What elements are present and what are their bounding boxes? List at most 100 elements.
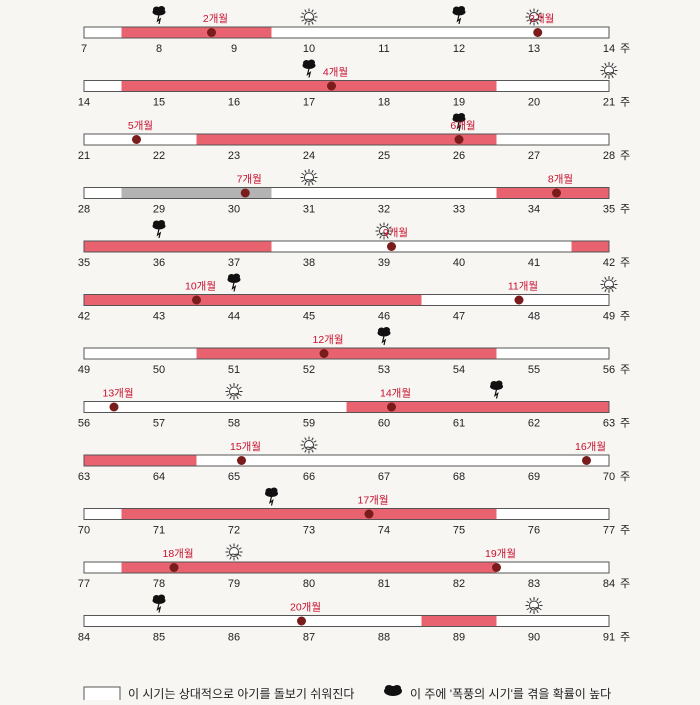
week-tick-label: 37 xyxy=(228,257,240,269)
milestone-dot xyxy=(109,402,119,412)
week-tick-label: 14 xyxy=(78,97,90,109)
week-tick-label: 49 xyxy=(603,311,615,323)
sun-ray xyxy=(529,597,532,601)
sun-ray xyxy=(529,21,532,25)
stormy-period-segment xyxy=(121,27,272,38)
sun-icon xyxy=(225,383,243,400)
week-tick-label: 52 xyxy=(303,364,315,376)
milestone-label: 17개월 xyxy=(358,495,389,507)
sun-ray xyxy=(313,440,317,443)
week-tick-label: 74 xyxy=(378,525,390,537)
timeline-row: 56 57 58 59 60 61 62 63 주 13개월 14개월 xyxy=(78,380,630,430)
week-tick-label: 35 xyxy=(78,257,90,269)
bar-outline xyxy=(83,454,610,467)
week-tick-label: 53 xyxy=(378,364,390,376)
sun-ray xyxy=(229,396,232,400)
week-tick-label: 67 xyxy=(378,471,390,483)
week-tick-label: 10 xyxy=(303,43,315,55)
week-unit-label: 주 xyxy=(620,632,630,644)
week-tick-label: 18 xyxy=(378,97,390,109)
sun-ray xyxy=(526,600,530,604)
storm-cloud-part xyxy=(495,380,503,387)
week-tick-label: 39 xyxy=(378,257,390,269)
week-tick-label: 49 xyxy=(78,364,90,376)
sun-ray xyxy=(301,19,305,22)
sun-ray xyxy=(536,21,539,25)
week-tick-label: 44 xyxy=(228,311,240,323)
bar-outline xyxy=(83,561,610,574)
sun-ray xyxy=(304,182,307,186)
week-tick-label: 32 xyxy=(378,204,390,216)
milestone-label: 10개월 xyxy=(185,281,216,293)
week-tick-label: 70 xyxy=(603,471,615,483)
week-tick-label: 86 xyxy=(228,632,240,644)
week-tick-label: 13 xyxy=(528,43,540,55)
sun-ray xyxy=(538,12,542,15)
week-unit-label: 주 xyxy=(620,311,630,323)
week-unit-label: 주 xyxy=(620,204,630,216)
milestone-label: 16개월 xyxy=(575,441,606,453)
bar-outline xyxy=(83,508,610,520)
milestone-dot xyxy=(533,28,543,37)
milestone-label: 8개월 xyxy=(548,174,573,186)
milestone-label: 11개월 xyxy=(508,281,538,293)
sun-icon xyxy=(600,276,618,293)
bar-outline xyxy=(83,401,610,413)
sun-ray xyxy=(311,21,314,25)
sun-ray xyxy=(313,12,317,15)
timeline-row: 21 22 23 24 25 26 27 28 주 5개월 6개월 xyxy=(78,113,630,162)
sun-ray xyxy=(301,12,305,15)
timeline-row: 70 71 72 73 74 75 76 77 주 17개월 xyxy=(78,487,630,537)
calm-period-bar xyxy=(84,615,609,627)
sun-ray xyxy=(229,556,232,560)
week-tick-label: 27 xyxy=(528,150,540,162)
week-tick-label: 11 xyxy=(378,43,389,55)
sun-ray xyxy=(311,169,314,173)
sun-ray xyxy=(526,19,530,22)
week-tick-label: 56 xyxy=(603,364,615,376)
sun-ray xyxy=(379,235,382,239)
sun-ray xyxy=(386,223,389,227)
week-tick-label: 63 xyxy=(603,418,615,430)
milestone-dot xyxy=(492,563,501,572)
timeline-row: 63 64 65 66 67 68 69 70 주 15개월 16개월 xyxy=(78,436,630,483)
week-tick-label: 83 xyxy=(528,578,540,590)
calm-period-bar xyxy=(84,187,609,199)
week-unit-label: 주 xyxy=(620,525,630,537)
week-tick-label: 77 xyxy=(603,525,615,537)
sun-ray xyxy=(388,233,392,236)
week-tick-label: 79 xyxy=(228,578,240,590)
storm-bolt xyxy=(494,389,499,399)
week-tick-label: 9 xyxy=(231,43,237,55)
week-tick-label: 64 xyxy=(153,471,165,483)
storm-bolt xyxy=(456,14,462,25)
week-tick-label: 43 xyxy=(153,311,165,323)
week-tick-label: 38 xyxy=(303,257,315,269)
week-tick-label: 68 xyxy=(453,471,465,483)
sun-ray xyxy=(238,386,242,390)
milestone-dot xyxy=(454,135,464,144)
sun-ray xyxy=(536,610,539,614)
storm-bolt xyxy=(269,496,274,506)
week-tick-label: 55 xyxy=(528,364,540,376)
week-tick-label: 45 xyxy=(303,311,315,323)
sun-ray xyxy=(604,75,607,79)
sun-cloud xyxy=(305,18,315,21)
sun-ray xyxy=(311,437,314,441)
storm-cloud-part xyxy=(233,273,240,280)
week-tick-label: 36 xyxy=(153,257,165,269)
sun-ray xyxy=(236,544,239,548)
sun-ray xyxy=(526,12,530,15)
sun-ray xyxy=(379,223,382,227)
milestone-dot xyxy=(297,616,306,626)
sun-disc xyxy=(229,386,239,397)
stormy-period-segment xyxy=(84,294,422,306)
timeline-row: 35 36 37 38 39 40 41 42 주 9개월 xyxy=(78,220,630,269)
week-tick-label: 88 xyxy=(378,632,390,644)
week-tick-label: 19 xyxy=(453,97,465,109)
sun-ray xyxy=(611,289,614,293)
milestone-dot xyxy=(319,349,329,358)
milestone-dot xyxy=(387,402,396,412)
